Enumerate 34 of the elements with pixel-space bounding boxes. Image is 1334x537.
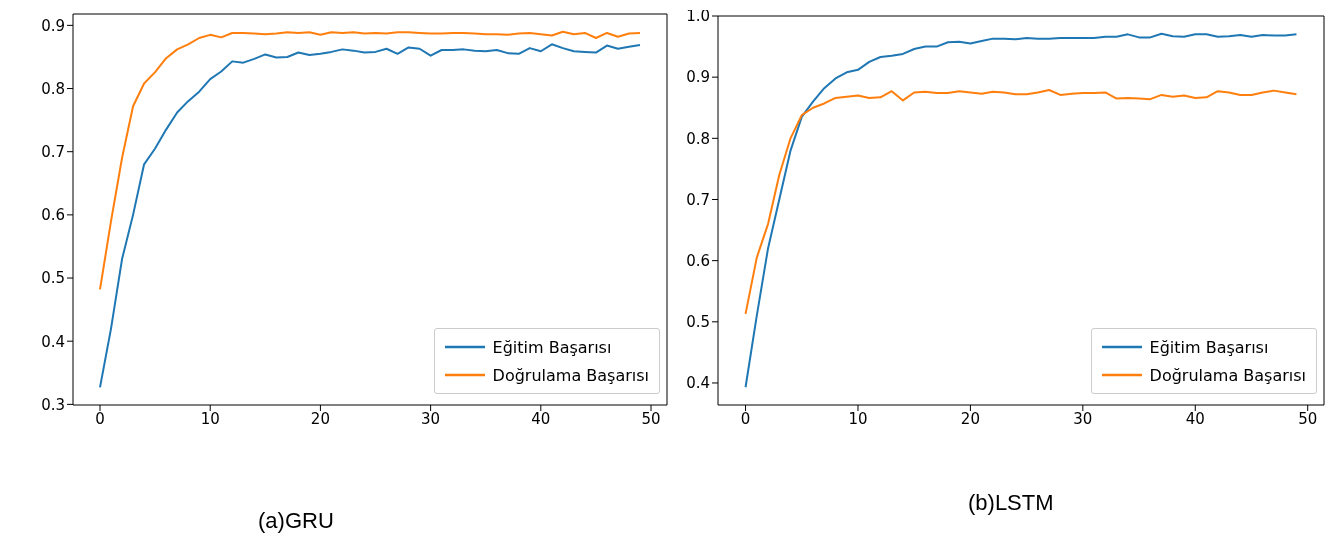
x-tick-label: 0: [740, 409, 751, 428]
y-tick-label: 0.7: [686, 190, 710, 209]
legend-label: Eğitim Başarısı: [492, 337, 612, 357]
y-tick-label: 0.8: [686, 129, 710, 148]
y-tick-label: 0.7: [41, 143, 65, 162]
line-series: [99, 30, 641, 291]
x-tick-label: 50: [1298, 409, 1318, 428]
y-tick-label: 0.5: [41, 269, 65, 288]
x-tick-label: 10: [848, 409, 868, 428]
y-tick-label: 1.0: [686, 7, 710, 26]
x-tick-label: 0: [95, 409, 105, 428]
x-tick-label: 20: [310, 409, 330, 428]
x-tick-label: 10: [200, 409, 220, 428]
x-tick-label: 40: [531, 409, 551, 428]
y-tick-label: 0.5: [686, 313, 710, 332]
line-series: [744, 89, 1298, 315]
legend-label: Doğrulama Başarısı: [492, 365, 649, 385]
legend-label: Eğitim Başarısı: [1149, 337, 1269, 357]
x-tick-label: 40: [1185, 409, 1205, 428]
text: (a)GRU: [258, 508, 334, 534]
x-tick-label: 20: [960, 409, 980, 428]
x-tick-label: 30: [1073, 409, 1093, 428]
y-tick-label: 0.4: [41, 332, 65, 351]
legend-label: Doğrulama Başarısı: [1149, 365, 1306, 385]
y-tick-label: 0.8: [41, 79, 65, 98]
text: (b)LSTM: [968, 490, 1054, 516]
y-tick-label: 0.6: [686, 251, 710, 270]
y-tick-label: 0.9: [686, 68, 710, 87]
y-tick-label: 0.3: [41, 395, 65, 414]
y-tick-label: 0.9: [41, 16, 65, 35]
x-tick-label: 30: [421, 409, 441, 428]
x-tick-label: 50: [641, 409, 661, 428]
y-tick-label: 0.4: [686, 374, 710, 393]
y-tick-label: 0.6: [41, 206, 65, 225]
